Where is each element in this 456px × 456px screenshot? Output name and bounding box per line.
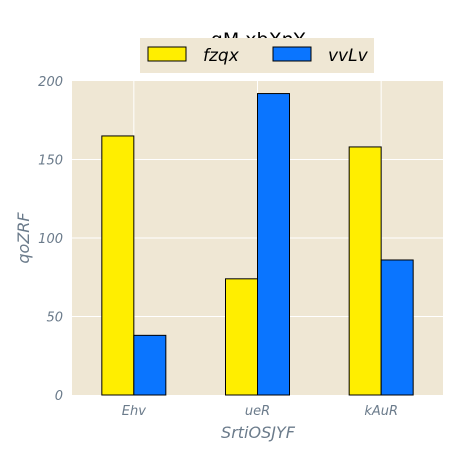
bar-vvLv-ueR — [257, 93, 290, 396]
legend-swatch-vvLv — [272, 46, 312, 62]
legend: fzqx vvLv — [140, 38, 374, 73]
bars — [101, 93, 414, 396]
y-tick-label: 0 — [55, 389, 63, 404]
legend-swatch-fzqx — [147, 46, 187, 62]
x-tick-label: ueR — [245, 404, 270, 419]
y-axis-label: qoZRF — [14, 212, 33, 264]
x-axis-label: SrtiOSJYF — [221, 423, 296, 442]
bar-vvLv-Ehv — [133, 334, 167, 396]
x-tick-labels: Ehv ueR kAuR — [122, 404, 398, 419]
x-tick-label: kAuR — [364, 404, 398, 419]
bar-fzqx-Ehv — [101, 135, 135, 396]
y-tick-label: 150 — [38, 154, 63, 169]
bar-fzqx-kAuR — [348, 146, 382, 396]
y-tick-labels: 0 50 100 150 200 — [38, 75, 63, 404]
y-tick-label: 100 — [38, 232, 63, 247]
legend-label-vvLv: vvLv — [328, 46, 369, 66]
y-tick-label: 50 — [46, 311, 63, 326]
legend-label-fzqx: fzqx — [203, 46, 240, 66]
bar-fzqx-ueR — [225, 278, 258, 396]
bar-vvLv-kAuR — [380, 259, 414, 396]
y-tick-label: 200 — [38, 75, 63, 90]
x-tick-label: Ehv — [122, 404, 146, 419]
